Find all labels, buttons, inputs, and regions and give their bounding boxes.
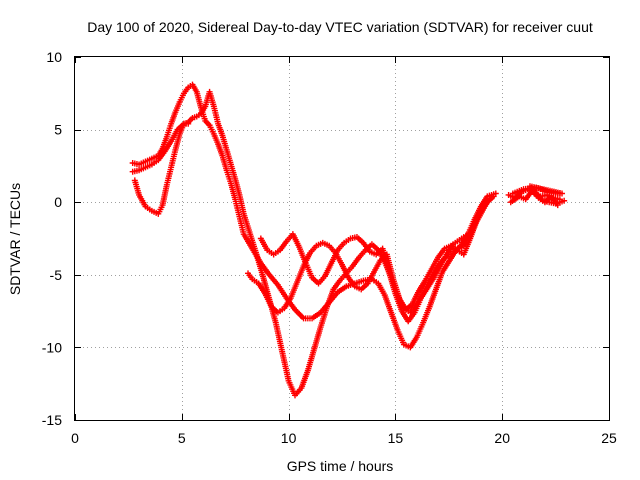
y-tick-label: 5: [54, 122, 62, 138]
y-axis-label: SDTVAR / TECUs: [7, 183, 23, 295]
data-point: [486, 196, 493, 203]
chart-title: Day 100 of 2020, Sidereal Day-to-day VTE…: [87, 19, 593, 35]
y-tick-label: -5: [50, 267, 63, 283]
y-tick-label: 10: [46, 49, 62, 65]
series-trace: [129, 81, 499, 351]
x-tick-label: 0: [71, 430, 79, 446]
x-tick-label: 5: [178, 430, 186, 446]
data-point: [561, 197, 568, 204]
series-trace: [505, 183, 568, 209]
x-axis-label: GPS time / hours: [287, 458, 394, 474]
x-tick-label: 15: [388, 430, 404, 446]
x-tick-label: 25: [601, 430, 617, 446]
y-tick-label: 0: [54, 194, 62, 210]
x-tick-label: 20: [494, 430, 510, 446]
series-trace: [129, 88, 497, 399]
data-point: [185, 120, 192, 127]
data-point: [462, 232, 469, 239]
y-tick-labels: -15 -10 -5 0 5 10: [42, 49, 62, 428]
y-tick-label: -15: [42, 412, 62, 428]
plot-frame: [74, 56, 610, 421]
x-tick-labels: 0 5 10 15 20 25: [71, 430, 617, 446]
y-tick-label: -10: [42, 339, 62, 355]
data-points: [129, 81, 568, 399]
data-point: [490, 193, 497, 200]
grid-lines: [75, 57, 609, 420]
axis-ticks: [75, 57, 610, 421]
x-tick-label: 10: [281, 430, 297, 446]
series-trace: [257, 231, 469, 325]
